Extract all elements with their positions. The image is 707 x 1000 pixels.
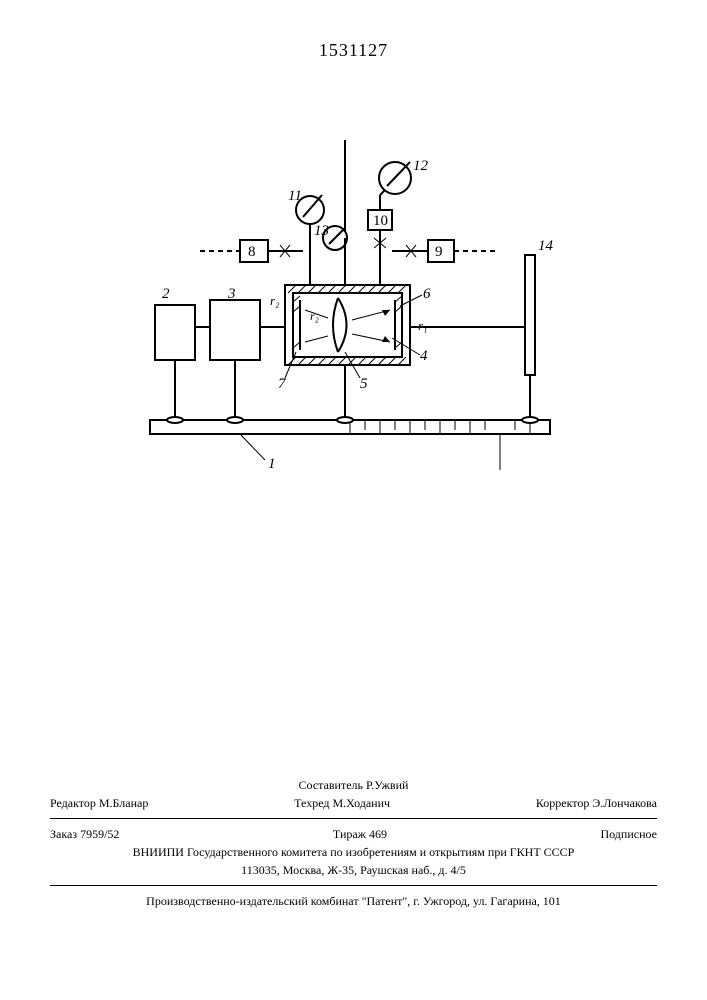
label-12: 12 xyxy=(413,158,429,174)
tech-label: Техред xyxy=(294,796,329,810)
tirazh-no: 469 xyxy=(369,827,387,841)
label-9: 9 xyxy=(435,244,443,260)
optical-diagram: 1 2 3 4 5 6 7 8 9 10 11 12 13 14 r₁ r₂ r… xyxy=(120,120,580,470)
label-1: 1 xyxy=(268,456,276,470)
press-line: Производственно-издательский комбинат "П… xyxy=(50,892,657,910)
order-label: Заказ xyxy=(50,827,77,841)
label-8: 8 xyxy=(248,244,256,260)
label-3: 3 xyxy=(227,286,236,302)
corrector-name: Э.Лончакова xyxy=(592,796,657,810)
label-6: 6 xyxy=(423,286,431,302)
label-r1: r₁ xyxy=(418,318,428,333)
label-2: 2 xyxy=(162,286,170,302)
label-5: 5 xyxy=(360,376,368,392)
label-7: 7 xyxy=(278,376,287,392)
editor-label: Редактор xyxy=(50,796,96,810)
label-10: 10 xyxy=(373,213,388,229)
tirazh-label: Тираж xyxy=(333,827,366,841)
editor-name: М.Бланар xyxy=(99,796,148,810)
tech-name: М.Ходанич xyxy=(333,796,391,810)
label-14: 14 xyxy=(538,238,554,254)
corrector-label: Корректор xyxy=(536,796,590,810)
label-r2b: r₂ xyxy=(310,309,319,323)
order-no: 7959/52 xyxy=(80,827,119,841)
org-line2: 113035, Москва, Ж-35, Раушская наб., д. … xyxy=(50,861,657,879)
label-13: 13 xyxy=(314,223,329,239)
compiler-label: Составитель xyxy=(299,778,363,792)
label-11: 11 xyxy=(288,188,302,204)
footer-block: Составитель Р.Ужвий Редактор М.Бланар Те… xyxy=(50,776,657,910)
compiler-name: Р.Ужвий xyxy=(366,778,408,792)
label-4: 4 xyxy=(420,348,428,364)
subscription: Подписное xyxy=(600,825,657,843)
label-r2: r₂ xyxy=(270,293,280,308)
patent-number: 1531127 xyxy=(0,40,707,61)
org-line1: ВНИИПИ Государственного комитета по изоб… xyxy=(50,843,657,861)
